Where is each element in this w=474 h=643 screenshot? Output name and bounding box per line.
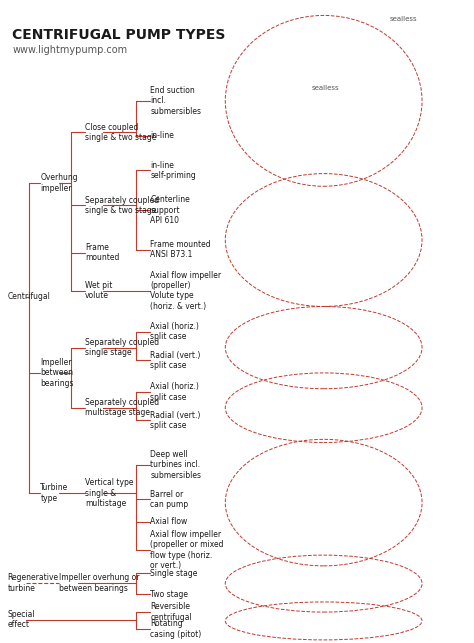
Text: sealless: sealless	[389, 15, 417, 22]
Text: Close coupled
single & two stage: Close coupled single & two stage	[85, 123, 156, 142]
Text: Axial flow impeller
(propeller or mixed
flow type (horiz.
or vert.): Axial flow impeller (propeller or mixed …	[150, 530, 224, 570]
Text: www.lightmypump.com: www.lightmypump.com	[12, 45, 128, 55]
Text: Vertical type
single &
multistage: Vertical type single & multistage	[85, 478, 133, 508]
Text: Radial (vert.)
split case: Radial (vert.) split case	[150, 411, 201, 430]
Text: Centerline
support
API 610: Centerline support API 610	[150, 195, 190, 225]
Text: Overhung
impeller: Overhung impeller	[40, 174, 78, 193]
Text: in-line
self-priming: in-line self-priming	[150, 161, 196, 180]
Text: Special
effect: Special effect	[8, 610, 35, 629]
Text: Centrifugal: Centrifugal	[8, 293, 50, 302]
Text: Wet pit
volute: Wet pit volute	[85, 281, 112, 300]
Text: Deep well
turbines incl.
submersibles: Deep well turbines incl. submersibles	[150, 449, 201, 480]
Text: Separately coupled
multistage stage: Separately coupled multistage stage	[85, 398, 159, 417]
Text: Rotating
casing (pitot): Rotating casing (pitot)	[150, 619, 201, 639]
Text: Separately coupled
single & two stage: Separately coupled single & two stage	[85, 195, 159, 215]
Text: End suction
incl.
submersibles: End suction incl. submersibles	[150, 86, 201, 116]
Text: CENTRIFUGAL PUMP TYPES: CENTRIFUGAL PUMP TYPES	[12, 28, 226, 42]
Text: Frame mounted
ANSI B73.1: Frame mounted ANSI B73.1	[150, 240, 211, 259]
Text: Axial (horiz.)
split case: Axial (horiz.) split case	[150, 382, 199, 402]
Text: Regenerative
turbine: Regenerative turbine	[8, 574, 59, 593]
Text: Axial (horiz.)
split case: Axial (horiz.) split case	[150, 322, 199, 341]
Text: Axial flow impeller
(propeller)
Volute type
(horiz. & vert.): Axial flow impeller (propeller) Volute t…	[150, 271, 221, 311]
Text: Turbine
type: Turbine type	[40, 484, 69, 503]
Text: Two stage: Two stage	[150, 590, 188, 599]
Text: Separately coupled
single stage: Separately coupled single stage	[85, 338, 159, 358]
Text: Reversible
centrifugal: Reversible centrifugal	[150, 602, 192, 622]
Text: Barrel or
can pump: Barrel or can pump	[150, 490, 189, 509]
Text: Impeller
between
bearings: Impeller between bearings	[40, 358, 74, 388]
Text: Frame
mounted: Frame mounted	[85, 243, 119, 262]
Text: Axial flow: Axial flow	[150, 517, 188, 526]
Text: sealless: sealless	[312, 85, 339, 91]
Text: Impeller overhung or
between bearings: Impeller overhung or between bearings	[59, 574, 139, 593]
Text: Single stage: Single stage	[150, 569, 198, 578]
Text: in-line: in-line	[150, 131, 174, 140]
Text: Radial (vert.)
split case: Radial (vert.) split case	[150, 350, 201, 370]
